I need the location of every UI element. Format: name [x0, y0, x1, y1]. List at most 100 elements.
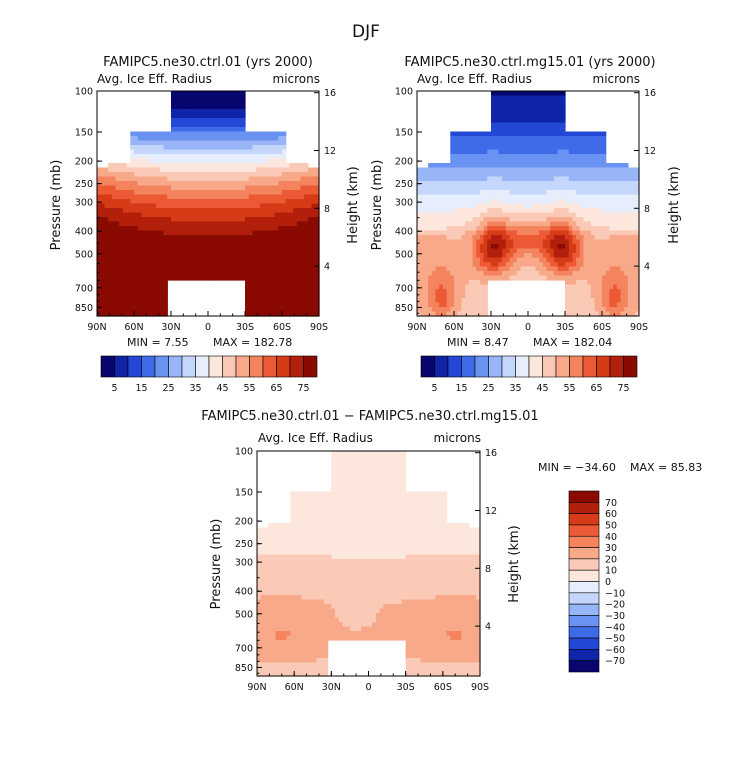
heatmap-cell	[543, 118, 547, 123]
heatmap-cell	[104, 303, 108, 308]
heatmap-cell	[219, 163, 223, 168]
heatmap-cell	[308, 240, 312, 245]
y-tick-label: 200	[75, 157, 93, 168]
heatmap-cell	[613, 213, 617, 218]
heatmap-cell	[587, 168, 591, 173]
heatmap-cell	[201, 136, 205, 141]
heatmap-cell	[421, 190, 425, 195]
heatmap-cell	[569, 204, 573, 209]
heatmap-cell	[219, 240, 223, 245]
heatmap-cell	[245, 258, 249, 263]
heatmap-cell	[104, 240, 108, 245]
heatmap-cell	[312, 258, 316, 263]
heatmap-cell	[116, 280, 120, 285]
x-tick-label: 60S	[273, 322, 291, 333]
heatmap-cell	[227, 195, 231, 200]
heatmap-cell	[208, 186, 212, 191]
heatmap-cell	[293, 217, 297, 222]
heatmap-cell	[130, 253, 134, 258]
heatmap-cell	[245, 132, 249, 137]
heatmap-cell	[97, 177, 101, 182]
heatmap-cell	[532, 154, 536, 159]
heatmap-cell	[528, 240, 532, 245]
heatmap-cell	[609, 231, 613, 236]
heatmap-cell	[476, 285, 480, 290]
heatmap-cell	[454, 285, 458, 290]
heatmap-cell	[312, 244, 316, 249]
heatmap-cell	[443, 244, 447, 249]
heatmap-cell	[160, 240, 164, 245]
heatmap-cell	[101, 276, 105, 281]
heatmap-cell	[598, 271, 602, 276]
heatmap-cell	[141, 199, 145, 204]
heatmap-cell	[164, 190, 168, 195]
heatmap-cell	[134, 141, 138, 146]
heatmap-cell	[606, 307, 610, 312]
heatmap-cell	[223, 177, 227, 182]
heatmap-cell	[554, 271, 558, 276]
heatmap-cell	[532, 136, 536, 141]
heatmap-cell	[335, 456, 339, 461]
heatmap-cell	[286, 195, 290, 200]
heatmap-cell	[238, 231, 242, 236]
heatmap-cell	[584, 150, 588, 155]
heatmap-cell	[219, 262, 223, 267]
heatmap-cell	[153, 177, 157, 182]
heatmap-cell	[256, 249, 260, 254]
heatmap-cell	[591, 258, 595, 263]
heatmap-cell	[535, 253, 539, 258]
heatmap-cell	[256, 271, 260, 276]
heatmap-cell	[145, 172, 149, 177]
heatmap-cell	[495, 177, 499, 182]
heatmap-cell	[249, 172, 253, 177]
heatmap-cell	[204, 253, 208, 258]
heatmap-cell	[584, 168, 588, 173]
heatmap-cell	[617, 213, 621, 218]
heatmap-cell	[506, 190, 510, 195]
heatmap-cell	[365, 465, 369, 470]
heatmap-cell	[484, 249, 488, 254]
heatmap-cell	[215, 114, 219, 119]
heatmap-cell	[286, 285, 290, 290]
heatmap-cell	[558, 181, 562, 186]
heatmap-cell	[572, 258, 576, 263]
heatmap-cell	[587, 244, 591, 249]
heatmap-cell	[587, 240, 591, 245]
heatmap-cell	[454, 235, 458, 240]
heatmap-cell	[424, 280, 428, 285]
heatmap-cell	[454, 154, 458, 159]
heatmap-cell	[234, 204, 238, 209]
heatmap-cell	[182, 240, 186, 245]
heatmap-cell	[193, 249, 197, 254]
heatmap-cell	[506, 105, 510, 110]
heatmap-cell	[145, 168, 149, 173]
heatmap-cell	[256, 262, 260, 267]
heatmap-cell	[175, 208, 179, 213]
heatmap-cell	[127, 249, 131, 254]
heatmap-cell	[164, 217, 168, 222]
heatmap-cell	[201, 204, 205, 209]
heatmap-cell	[204, 262, 208, 267]
heatmap-cell	[491, 181, 495, 186]
heatmap-cell	[127, 271, 131, 276]
heatmap-cell	[458, 231, 462, 236]
heatmap-cell	[241, 262, 245, 267]
heatmap-cell	[141, 226, 145, 231]
heatmap-cell	[587, 258, 591, 263]
heatmap-cell	[609, 289, 613, 294]
heatmap-cell	[476, 271, 480, 276]
heatmap-cell	[517, 226, 521, 231]
heatmap-cell	[454, 276, 458, 281]
heatmap-cell	[421, 289, 425, 294]
heatmap-cell	[506, 145, 510, 150]
heatmap-cell	[175, 244, 179, 249]
heatmap-cell	[145, 208, 149, 213]
heatmap-cell	[227, 127, 231, 132]
heatmap-cell	[632, 249, 636, 254]
heatmap-cell	[227, 222, 231, 227]
heatmap-cell	[587, 294, 591, 299]
heatmap-cell	[473, 280, 477, 285]
heatmap-cell	[212, 100, 216, 105]
heatmap-cell	[275, 294, 279, 299]
heatmap-cell	[554, 132, 558, 137]
